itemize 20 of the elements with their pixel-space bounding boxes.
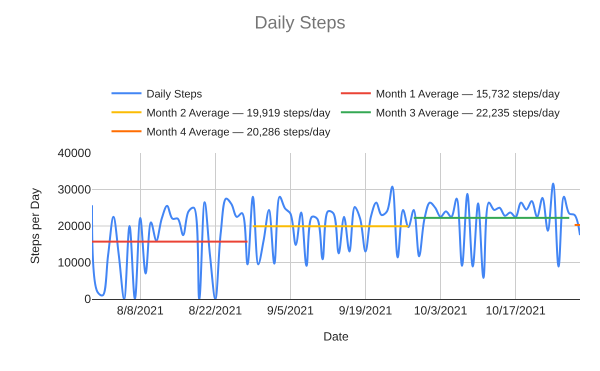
x-tick-label: 10/17/2021 [486,303,546,318]
y-tick-label: 30000 [58,182,92,197]
x-tick-label: 10/3/2021 [414,303,468,318]
legend-label: Month 3 Average — 22,235 steps/day [376,107,560,120]
x-tick-label: 8/8/2021 [116,303,164,318]
line-series [92,182,580,299]
y-tick-label: 0 [84,292,92,306]
y-tick-label: 40000 [58,146,92,160]
legend-label: Daily Steps [146,88,203,100]
chart-title: Daily Steps [254,12,346,33]
y-tick-label: 10000 [58,256,92,270]
x-tick-label: 8/22/2021 [188,303,242,318]
legend-label: Month 1 Average — 15,732 steps/day [376,88,560,100]
x-tick-label: 9/5/2021 [267,303,314,318]
legend-label: Month 4 Average — 20,286 steps/day [146,126,331,138]
legend-label: Month 2 Average — 19,919 steps/day [146,107,331,120]
x-axis-title: Date [323,329,349,344]
y-tick-label: 20000 [58,219,92,234]
y-axis-title: Steps per Day [28,188,42,264]
x-tick-label: 9/19/2021 [338,303,393,318]
